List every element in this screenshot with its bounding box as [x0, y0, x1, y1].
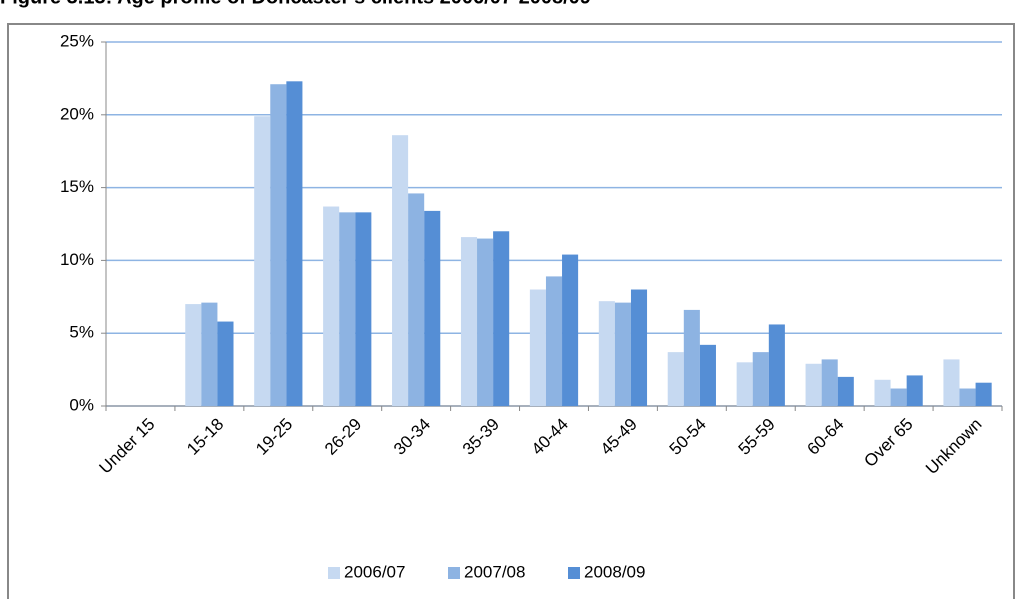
bar	[906, 375, 923, 406]
bar	[424, 210, 441, 406]
legend-swatch	[328, 567, 340, 579]
bar	[460, 237, 478, 406]
bar	[768, 324, 785, 406]
bar	[837, 376, 854, 406]
bar	[339, 212, 356, 406]
bar	[408, 193, 425, 406]
bar	[493, 231, 510, 406]
bar	[217, 321, 234, 406]
bar	[529, 289, 546, 406]
bar	[201, 302, 218, 406]
y-tick-label: 10%	[60, 250, 94, 269]
bar	[890, 388, 907, 406]
bar	[959, 388, 976, 406]
bar	[598, 301, 615, 406]
bar	[323, 206, 340, 406]
legend-label: 2008/09	[584, 562, 645, 581]
bar	[254, 116, 271, 407]
bar	[562, 254, 579, 406]
y-tick-label: 5%	[69, 323, 94, 342]
legend-swatch	[448, 567, 460, 579]
chart-title: Figure 3.13: Age profile of Doncaster's …	[0, 0, 591, 8]
bar	[975, 382, 992, 406]
legend-label: 2007/08	[464, 562, 525, 581]
bar	[286, 81, 303, 406]
chart-frame	[7, 23, 1015, 599]
bar	[736, 362, 753, 406]
y-tick-label: 25%	[60, 31, 94, 50]
bar	[392, 135, 409, 406]
bar	[943, 359, 960, 406]
y-tick-label: 15%	[60, 177, 94, 196]
bar	[477, 238, 494, 406]
bar	[614, 302, 631, 406]
y-tick-label: 0%	[69, 395, 94, 414]
bar	[805, 363, 822, 406]
bar	[545, 276, 563, 406]
bar	[821, 359, 838, 406]
y-tick-label: 20%	[60, 104, 94, 123]
legend-swatch	[568, 567, 580, 579]
bar	[355, 212, 372, 406]
bar	[874, 379, 891, 406]
bar	[752, 352, 769, 406]
bar	[683, 309, 700, 406]
bar	[667, 352, 684, 406]
bar	[185, 304, 202, 406]
bar	[630, 289, 648, 406]
bar	[699, 344, 716, 406]
legend-label: 2006/07	[344, 562, 405, 581]
bar	[270, 84, 287, 406]
